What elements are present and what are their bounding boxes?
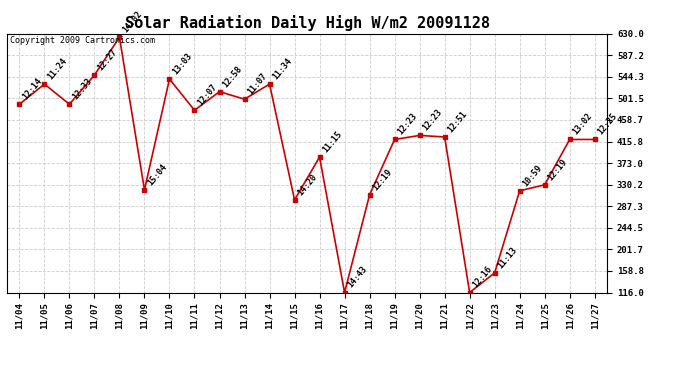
Text: 11:07: 11:07	[246, 72, 269, 96]
Text: 12:19: 12:19	[371, 167, 394, 192]
Text: 14:20: 14:20	[296, 172, 319, 197]
Text: 12:19: 12:19	[546, 157, 569, 182]
Text: 12:23: 12:23	[421, 108, 444, 133]
Text: 11:13: 11:13	[496, 245, 519, 270]
Text: 14:02: 14:02	[121, 9, 144, 34]
Text: 12:16: 12:16	[471, 265, 494, 290]
Text: 12:14: 12:14	[21, 76, 43, 102]
Text: 12:33: 12:33	[71, 76, 94, 102]
Text: 12:58: 12:58	[221, 64, 244, 89]
Text: Copyright 2009 Cartronics.com: Copyright 2009 Cartronics.com	[10, 36, 155, 45]
Text: 11:15: 11:15	[321, 129, 344, 154]
Text: 15:04: 15:04	[146, 162, 169, 187]
Text: 10:59: 10:59	[521, 163, 544, 188]
Text: 13:02: 13:02	[571, 112, 594, 136]
Title: Solar Radiation Daily High W/m2 20091128: Solar Radiation Daily High W/m2 20091128	[125, 15, 489, 31]
Text: 13:03: 13:03	[171, 51, 194, 76]
Text: 12:27: 12:27	[96, 47, 119, 72]
Text: 11:24: 11:24	[46, 56, 69, 81]
Text: 12:07: 12:07	[196, 82, 219, 108]
Text: 12:23: 12:23	[396, 112, 419, 136]
Text: 12:25: 12:25	[596, 112, 619, 136]
Text: 14:43: 14:43	[346, 265, 369, 290]
Text: 12:51: 12:51	[446, 109, 469, 134]
Text: 11:34: 11:34	[271, 56, 294, 81]
